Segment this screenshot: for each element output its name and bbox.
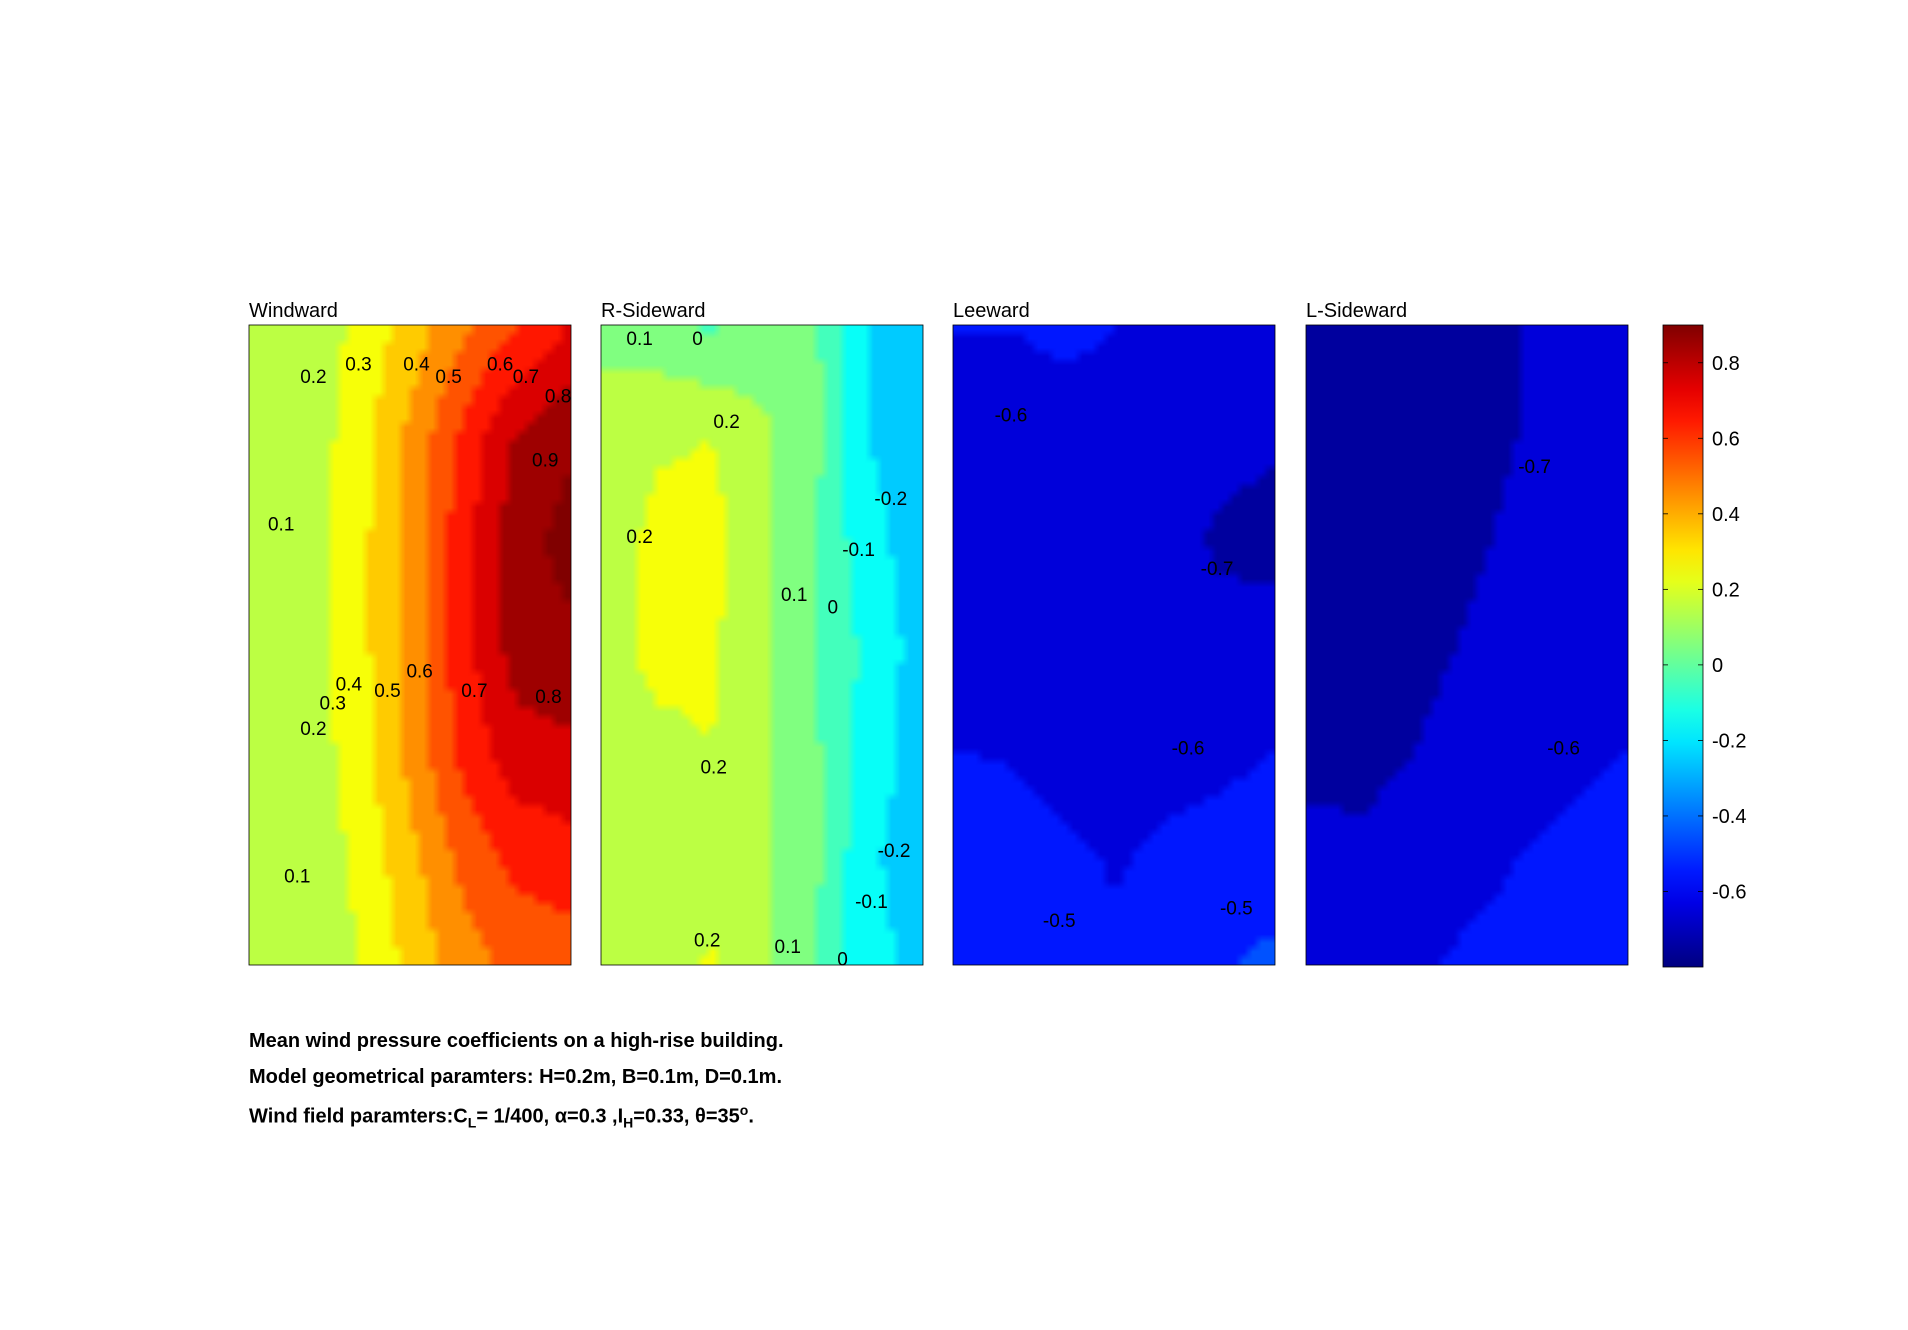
colorbar-tick-label: -0.2: [1712, 730, 1746, 752]
colorbar-tick-label: 0.4: [1712, 504, 1740, 526]
contour-label: 0.5: [435, 367, 461, 388]
contour-label: -0.1: [855, 892, 888, 913]
panel-l-sideward: L-Sideward -0.7 -0.6: [1305, 300, 1629, 966]
contour-label: 0.1: [268, 514, 294, 535]
panel-frame: [1305, 324, 1629, 966]
contour-label: 0.5: [374, 681, 400, 702]
contour-label: 0.2: [626, 527, 652, 548]
panel-title: Leeward: [953, 300, 1030, 322]
contour-field: [953, 325, 1275, 965]
contour-label: 0.1: [626, 329, 652, 350]
colorbar-tick-label: 0: [1712, 655, 1723, 677]
colorbar-tick-label: 0.8: [1712, 353, 1740, 375]
contour-label: 0.7: [513, 367, 539, 388]
caption-line-2: Model geometrical paramters: H=0.2m, B=0…: [249, 1066, 782, 1088]
panel-leeward: Leeward -0.6 -0.7 -0.6 -0.5 -0.5: [952, 300, 1276, 966]
colorbar-tick-label: -0.6: [1712, 881, 1746, 903]
contour-label: -0.2: [874, 489, 907, 510]
contour-label: 0.8: [545, 386, 571, 407]
contour-label: 0.3: [345, 354, 371, 375]
caption-line-3: Wind field paramters:CL= 1/400, α=0.3 ,I…: [249, 1102, 754, 1131]
colorbar-tick-label: 0.2: [1712, 579, 1740, 601]
contour-label: 0.1: [781, 585, 807, 606]
contour-label: 0.4: [403, 354, 430, 375]
contour-label: -0.5: [1220, 898, 1253, 919]
contour-label: 0: [692, 329, 703, 350]
contour-label: -0.7: [1518, 457, 1551, 478]
contour-label: 0.6: [487, 354, 513, 375]
caption-line-1: Mean wind pressure coefficients on a hig…: [249, 1030, 784, 1052]
caption-alpha: α=0.3 ,I: [554, 1105, 624, 1128]
contour-label: 0: [828, 598, 839, 619]
colorbar-tick-label: -0.4: [1712, 806, 1746, 828]
caption-degree: o: [739, 1102, 749, 1118]
panel-title: L-Sideward: [1306, 300, 1407, 322]
panel-title: Windward: [249, 300, 338, 322]
caption-cl-label: Wind field paramters:C: [249, 1105, 468, 1128]
panel-frame: [952, 324, 1276, 966]
contour-label: 0.3: [320, 694, 346, 715]
contour-label: -0.5: [1043, 911, 1076, 932]
contour-label: -0.2: [878, 841, 911, 862]
panel-frame: [248, 324, 572, 966]
contour-label: 0.2: [694, 930, 720, 951]
contour-label: 0.1: [284, 866, 310, 887]
caption-cl-value: = 1/400,: [476, 1105, 555, 1128]
contour-label: 0.2: [300, 367, 326, 388]
colorbar-gradient: [1662, 324, 1704, 968]
contour-field: [1306, 325, 1628, 965]
contour-label: 0.6: [406, 662, 432, 683]
caption-period: .: [748, 1105, 754, 1128]
caption-ih-subscript: H: [623, 1114, 634, 1131]
contour-label: -0.1: [842, 540, 875, 561]
contour-field: [601, 325, 923, 965]
colorbar-tick-label: 0.6: [1712, 428, 1740, 450]
contour-label: -0.6: [995, 406, 1028, 427]
contour-label: 0.2: [700, 758, 726, 779]
panel-title: R-Sideward: [601, 300, 705, 322]
contour-label: 0.2: [300, 719, 326, 740]
contour-label: 0: [837, 950, 848, 971]
contour-label: -0.7: [1201, 559, 1234, 580]
contour-label: 0.2: [713, 412, 739, 433]
contour-label: -0.6: [1547, 738, 1580, 759]
panel-r-sideward: R-Sideward 0.1 0 0.2 0.2 -0.2 -0.1 0.1 0 0.2 -0.2 -…: [600, 300, 924, 971]
contour-label: 0.7: [461, 681, 487, 702]
contour-label: 0.9: [532, 450, 558, 471]
contour-label: 0.1: [775, 937, 801, 958]
contour-label: 0.4: [336, 674, 363, 695]
caption-ih-theta: =0.33, θ=35: [633, 1105, 740, 1128]
colorbar: 0.8 0.6 0.4 0.2 0 -0.2 -0.4 -0.6: [1662, 324, 1746, 968]
contour-label: -0.6: [1172, 738, 1205, 759]
contour-field: [249, 325, 571, 965]
caption-cl-subscript: L: [467, 1114, 477, 1131]
panel-frame: [600, 324, 924, 966]
contour-label: 0.8: [535, 687, 561, 708]
